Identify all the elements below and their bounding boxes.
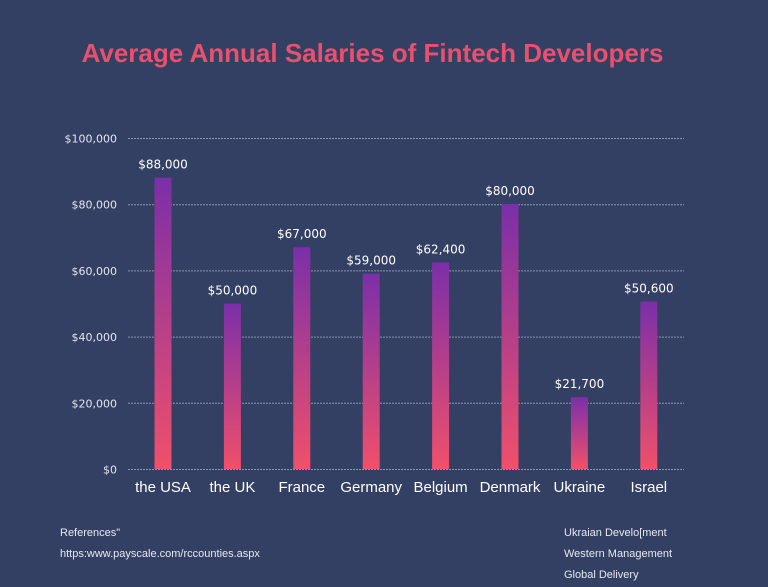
y-tick-label: $20,000: [72, 397, 118, 410]
y-tick-label: $100,000: [65, 133, 118, 146]
data-label: $80,000: [485, 184, 535, 198]
bar-denmark: [501, 204, 519, 469]
x-tick-label: Israel: [630, 479, 667, 496]
references-label: References": [60, 527, 121, 539]
data-label: $50,000: [208, 284, 258, 298]
gridlines: [128, 138, 684, 470]
data-label: $50,600: [624, 282, 674, 296]
x-tick-label: France: [278, 479, 325, 496]
bar-israel: [640, 301, 658, 469]
data-label: $67,000: [277, 227, 327, 241]
company-note-line: Ukraian Develo[ment: [564, 527, 667, 539]
data-label: $62,400: [416, 242, 466, 256]
bar-germany: [362, 273, 380, 469]
data-labels: $88,000 $50,000 $67,000 $59,000 $62,400 $80,0…: [138, 158, 673, 391]
data-label: $21,700: [555, 377, 605, 391]
x-axis-ticks: the USA the UK France Germany Belgium Denmark…: [135, 479, 667, 496]
y-tick-label: $80,000: [72, 199, 118, 212]
x-tick-label: Germany: [340, 479, 402, 496]
company-notes: Ukraian Develo[ment Western Management G…: [564, 523, 672, 586]
y-tick-label: $40,000: [72, 331, 118, 344]
bar-the-uk: [223, 303, 241, 469]
data-label: $88,000: [138, 158, 188, 172]
references-block: References" https:www.payscale.com/rccou…: [60, 523, 260, 565]
y-axis-ticks: $0 $20,000 $40,000 $60,000 $80,000 $100,000: [65, 133, 118, 477]
x-tick-label: the USA: [135, 479, 191, 496]
company-note-line: Global Delivery: [564, 569, 639, 581]
bar-france: [293, 247, 311, 469]
chart-title: Average Annual Salaries of Fintech Devel…: [81, 38, 664, 68]
references-url: https:www.payscale.com/rccounties.aspx: [60, 548, 260, 560]
bars: [154, 177, 658, 469]
y-tick-label: $0: [103, 464, 117, 477]
x-tick-label: Ukraine: [554, 479, 606, 496]
x-tick-label: Denmark: [480, 479, 541, 496]
y-tick-label: $60,000: [72, 265, 118, 278]
company-note-line: Western Management: [564, 548, 673, 560]
x-tick-label: the UK: [209, 479, 255, 496]
bar-belgium: [432, 262, 450, 469]
x-tick-label: Belgium: [413, 479, 467, 496]
bar-ukraine: [570, 397, 588, 469]
data-label: $59,000: [346, 254, 396, 268]
bar-the-usa: [154, 177, 172, 469]
